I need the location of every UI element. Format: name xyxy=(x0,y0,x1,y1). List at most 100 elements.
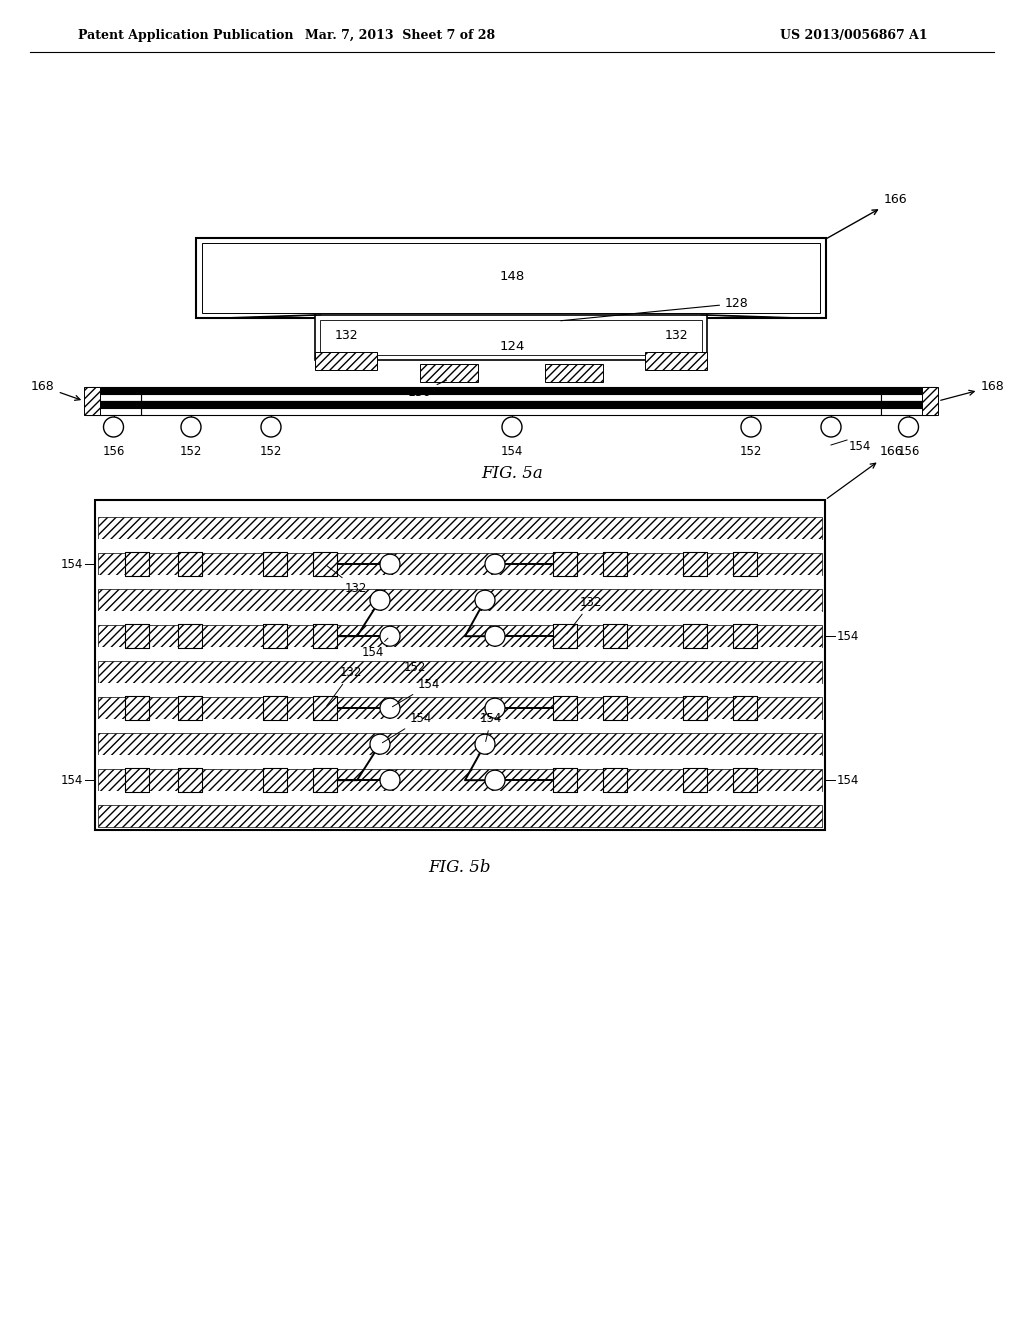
Bar xyxy=(125,552,150,577)
Text: 154: 154 xyxy=(837,774,859,787)
Text: 166: 166 xyxy=(826,193,907,239)
Bar xyxy=(263,624,287,648)
Bar xyxy=(683,624,707,648)
Bar xyxy=(683,696,707,721)
Text: 154: 154 xyxy=(480,713,503,742)
Bar xyxy=(263,768,287,792)
Bar xyxy=(125,768,150,792)
Bar xyxy=(319,319,702,355)
Bar xyxy=(98,517,822,539)
Bar xyxy=(553,696,577,721)
Bar xyxy=(553,624,577,648)
Bar xyxy=(86,393,141,401)
Bar xyxy=(98,611,822,626)
Bar xyxy=(202,243,820,313)
Text: 154: 154 xyxy=(60,774,83,787)
Bar xyxy=(98,770,822,791)
Text: 152: 152 xyxy=(260,445,283,458)
Bar xyxy=(86,401,141,408)
Bar xyxy=(98,697,822,719)
Bar xyxy=(86,408,141,414)
Text: 130: 130 xyxy=(408,380,446,399)
Bar xyxy=(178,696,202,721)
Bar xyxy=(603,696,627,721)
Bar xyxy=(553,552,577,577)
Bar xyxy=(98,755,822,770)
Circle shape xyxy=(475,590,495,610)
Bar xyxy=(178,552,202,577)
Bar xyxy=(733,624,757,648)
Bar xyxy=(881,401,936,408)
Text: 152: 152 xyxy=(739,445,762,458)
Text: 154: 154 xyxy=(362,638,388,659)
Bar xyxy=(84,387,100,414)
Bar xyxy=(178,624,202,648)
Bar xyxy=(683,552,707,577)
Text: 132: 132 xyxy=(566,597,602,634)
Bar xyxy=(196,238,826,318)
Bar xyxy=(603,768,627,792)
Bar xyxy=(603,768,627,792)
Text: 156: 156 xyxy=(897,445,920,458)
Text: Mar. 7, 2013  Sheet 7 of 28: Mar. 7, 2013 Sheet 7 of 28 xyxy=(305,29,495,41)
Bar xyxy=(553,696,577,721)
Bar xyxy=(313,768,337,792)
Text: 124: 124 xyxy=(500,339,524,352)
Bar xyxy=(683,768,707,792)
Bar xyxy=(553,552,577,577)
Bar xyxy=(178,696,202,721)
Text: 154: 154 xyxy=(60,557,83,570)
Bar xyxy=(178,624,202,648)
Text: 154: 154 xyxy=(849,440,871,453)
Bar xyxy=(733,624,757,648)
Bar xyxy=(178,768,202,792)
Text: 154: 154 xyxy=(392,678,440,706)
Bar xyxy=(141,387,881,393)
Circle shape xyxy=(103,417,124,437)
Bar xyxy=(98,661,822,682)
Bar xyxy=(645,352,707,370)
Bar xyxy=(603,696,627,721)
Bar xyxy=(98,734,822,755)
Circle shape xyxy=(741,417,761,437)
Bar xyxy=(313,552,337,577)
Bar xyxy=(178,768,202,792)
Text: 132: 132 xyxy=(665,329,688,342)
Bar xyxy=(313,552,337,577)
Bar xyxy=(125,696,150,721)
Bar xyxy=(545,364,603,381)
Bar xyxy=(98,590,822,611)
Bar xyxy=(881,387,936,393)
Bar xyxy=(553,768,577,792)
Circle shape xyxy=(380,626,400,647)
Text: FIG. 5a: FIG. 5a xyxy=(481,465,543,482)
Text: 152: 152 xyxy=(180,445,202,458)
Circle shape xyxy=(261,417,281,437)
Bar xyxy=(125,624,150,648)
Circle shape xyxy=(380,770,400,791)
Bar xyxy=(98,553,822,576)
Text: 154: 154 xyxy=(837,630,859,643)
Text: 132: 132 xyxy=(328,566,368,595)
Bar xyxy=(313,696,337,721)
Circle shape xyxy=(370,590,390,610)
Text: 148: 148 xyxy=(500,269,524,282)
Bar xyxy=(733,696,757,721)
Circle shape xyxy=(485,770,505,791)
Bar xyxy=(603,552,627,577)
Bar xyxy=(263,552,287,577)
Bar xyxy=(553,624,577,648)
Text: 168: 168 xyxy=(31,380,80,400)
Circle shape xyxy=(485,554,505,574)
Circle shape xyxy=(380,698,400,718)
Circle shape xyxy=(485,698,505,718)
Bar xyxy=(420,364,478,381)
Bar xyxy=(98,682,822,697)
Bar xyxy=(683,624,707,648)
Text: 168: 168 xyxy=(941,380,1005,400)
Bar xyxy=(603,552,627,577)
Bar xyxy=(98,719,822,734)
Text: 166: 166 xyxy=(827,445,903,499)
Text: 156: 156 xyxy=(102,445,125,458)
Bar xyxy=(125,552,150,577)
